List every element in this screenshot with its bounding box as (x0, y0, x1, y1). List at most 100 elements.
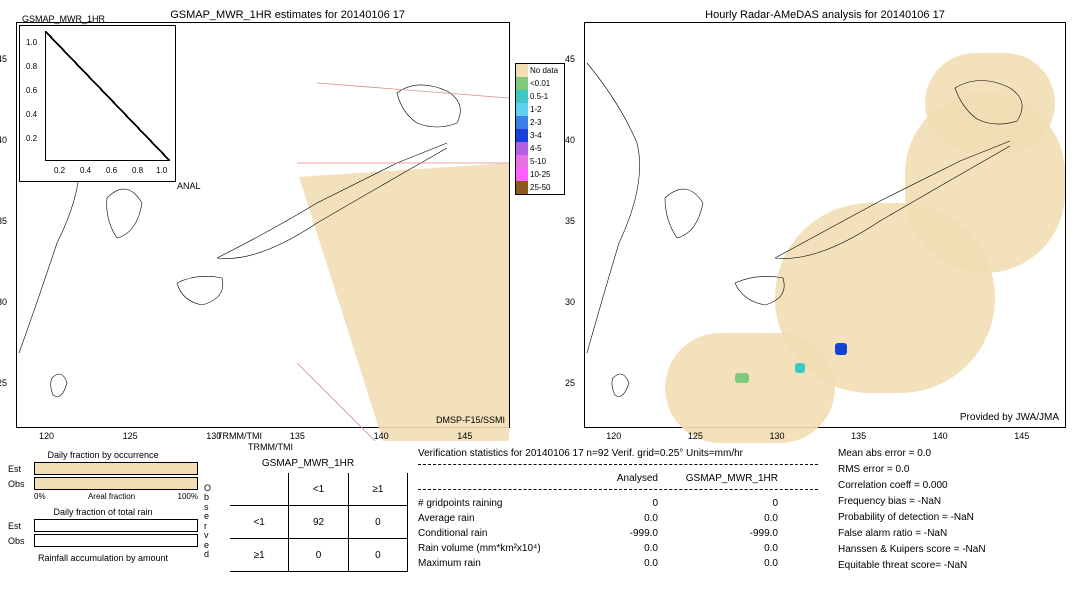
coastline-right (585, 23, 1065, 441)
inset-scatter: GSMAP_MWR_1HR 0.2 0.4 0.6 0.8 1.0 0.2 0.… (19, 25, 176, 182)
ct-subtitle: TRMM/TMI (248, 442, 293, 452)
legend-label: 25-50 (528, 184, 550, 192)
stats-column: Verification statistics for 20140106 17 … (418, 446, 1072, 574)
contingency-wrap: TRMM/TMI GSMAP_MWR_1HR Observed <1 ≥1 <1… (208, 446, 408, 574)
inset-ylbl: 0.6 (26, 86, 37, 95)
ytick: 25 (565, 378, 575, 388)
right-map-title: Hourly Radar-AMeDAS analysis for 2014010… (705, 9, 945, 21)
inset-ylbl: 1.0 (26, 38, 37, 47)
legend-swatch (516, 168, 528, 181)
stat-label: # gridpoints raining (418, 496, 598, 511)
legend-label: No data (528, 67, 558, 75)
stat-row: Average rain0.00.0 (418, 511, 818, 526)
legend-row: <0.01 (516, 77, 564, 90)
sc2: GSMAP_MWR_1HR (658, 471, 778, 486)
dmsp-label: DMSP-F15/SSMI (436, 415, 505, 425)
legend-label: 3-4 (528, 132, 542, 140)
stat-v1: 0 (598, 496, 658, 511)
legend-swatch (516, 90, 528, 103)
stat-v1: 0.0 (598, 541, 658, 556)
score-line: Frequency bias = -NaN (838, 494, 986, 510)
xtick: 145 (1014, 431, 1029, 441)
ct-observed-label: Observed (204, 484, 212, 560)
dash1 (418, 464, 818, 465)
trmm-label: TRMM/TMI (217, 431, 262, 441)
stat-v1: 0.0 (598, 511, 658, 526)
bar-lbl-obs: Obs (8, 479, 30, 489)
stat-label: Average rain (418, 511, 598, 526)
legend-row: 4-5 (516, 142, 564, 155)
inset-diagonal (45, 31, 170, 161)
ct-10: 0 (289, 539, 348, 572)
stat-label: Maximum rain (418, 556, 598, 571)
bar-row-est: Est (8, 462, 198, 475)
fraction-column: Daily fraction by occurrence Est Obs 0% … (8, 446, 198, 574)
stat-v1: -999.0 (598, 526, 658, 541)
inset-ylbl: 0.2 (26, 134, 37, 143)
score-line: Mean abs error = 0.0 (838, 446, 986, 462)
legend-row: 10-25 (516, 168, 564, 181)
right-map-panel: Hourly Radar-AMeDAS analysis for 2014010… (584, 22, 1066, 428)
ax-0: 0% (34, 492, 46, 501)
left-map-panel: GSMAP_MWR_1HR estimates for 20140106 17 (16, 22, 510, 428)
dash2 (418, 489, 818, 490)
bar-est (34, 462, 198, 475)
score-line: Probability of detection = -NaN (838, 510, 986, 526)
scores-block: Mean abs error = 0.0RMS error = 0.0Corre… (838, 446, 986, 574)
contingency-table: <1 ≥1 <1 92 0 ≥1 0 0 (230, 473, 408, 572)
legend-row: 0.5-1 (516, 90, 564, 103)
xtick: 120 (606, 431, 621, 441)
ytick: 35 (0, 216, 7, 226)
legend-row: 5-10 (516, 155, 564, 168)
inset-xlbl: 0.2 (54, 166, 65, 175)
bar-row-obs: Obs (8, 477, 198, 490)
score-line: RMS error = 0.0 (838, 462, 986, 478)
xtick: 135 (290, 431, 305, 441)
stat-row: # gridpoints raining00 (418, 496, 818, 511)
legend-swatch (516, 129, 528, 142)
xtick: 120 (39, 431, 54, 441)
stat-v2: 0.0 (658, 511, 778, 526)
accum-title: Rainfall accumulation by amount (8, 549, 198, 563)
score-line: False alarm ratio = -NaN (838, 526, 986, 542)
ax-100: 100% (178, 492, 198, 501)
ct-01: 0 (348, 506, 407, 539)
stat-v1: 0.0 (598, 556, 658, 571)
bar-row-est2: Est (8, 519, 198, 532)
bar-row-obs2: Obs (8, 534, 198, 547)
ytick: 30 (0, 297, 7, 307)
inset-xlbl: 1.0 (156, 166, 167, 175)
legend-swatch (516, 64, 528, 77)
bottom-row: Daily fraction by occurrence Est Obs 0% … (8, 446, 1072, 574)
ytick: 45 (565, 54, 575, 64)
stats-block: Verification statistics for 20140106 17 … (418, 446, 818, 574)
legend-swatch (516, 116, 528, 129)
bar-est2 (34, 519, 198, 532)
ytick: 40 (565, 135, 575, 145)
total-title: Daily fraction of total rain (8, 503, 198, 517)
score-line: Equitable threat score= -NaN (838, 558, 986, 574)
stat-row: Rain volume (mm*km²x10⁴)0.00.0 (418, 541, 818, 556)
anal-label: ANAL (177, 181, 201, 191)
bar-lbl-est: Est (8, 464, 30, 474)
left-map-title: GSMAP_MWR_1HR estimates for 20140106 17 (170, 9, 405, 21)
inset-xlbl: 0.8 (132, 166, 143, 175)
xtick: 130 (769, 431, 784, 441)
score-line: Hanssen & Kuipers score = -NaN (838, 542, 986, 558)
bar-obs (34, 477, 198, 490)
stat-v2: 0 (658, 496, 778, 511)
ct-col1: ≥1 (348, 473, 407, 506)
legend-row: 1-2 (516, 103, 564, 116)
xtick: 135 (851, 431, 866, 441)
ct-title: GSMAP_MWR_1HR (208, 458, 408, 469)
stat-v2: 0.0 (658, 541, 778, 556)
xtick: 125 (688, 431, 703, 441)
bar-lbl-obs2: Obs (8, 536, 30, 546)
ct-row1: ≥1 (230, 539, 289, 572)
legend-row: 3-4 (516, 129, 564, 142)
legend-swatch (516, 155, 528, 168)
ct-row0: <1 (230, 506, 289, 539)
legend-label: 4-5 (528, 145, 542, 153)
legend-label: 1-2 (528, 106, 542, 114)
stat-label: Conditional rain (418, 526, 598, 541)
